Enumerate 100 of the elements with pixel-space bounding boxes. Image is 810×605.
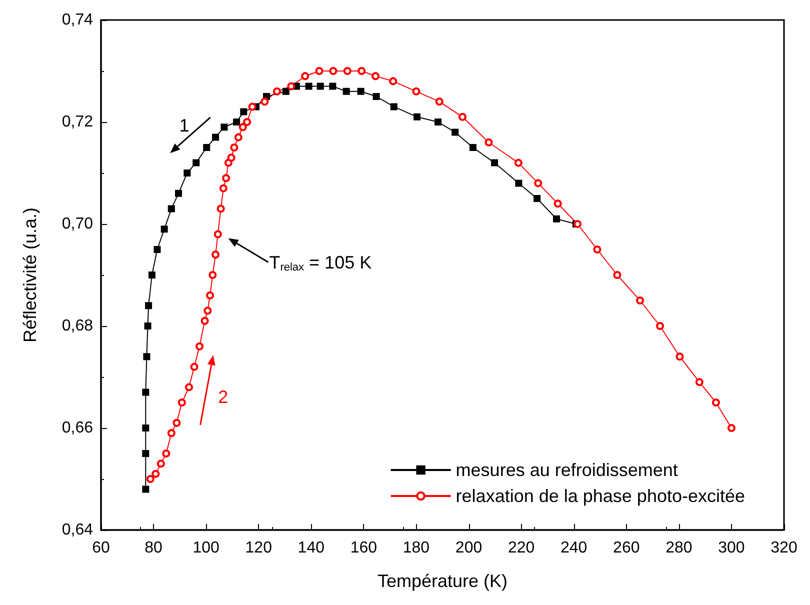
point [143, 353, 150, 360]
point [727, 424, 736, 432]
point [372, 72, 380, 80]
point [154, 246, 161, 253]
point [162, 450, 170, 458]
x-tick-label: 300 [718, 540, 745, 556]
point [491, 159, 498, 166]
x-tick-label: 180 [402, 540, 430, 556]
point [358, 67, 366, 75]
point [434, 118, 442, 126]
point [469, 144, 476, 151]
point [412, 87, 420, 96]
point [216, 204, 225, 213]
x-axis-title: Température (K) [377, 571, 508, 591]
point [636, 296, 644, 304]
y-tick-label: 0,70 [62, 216, 94, 232]
point [452, 128, 459, 136]
point [712, 398, 720, 406]
point [260, 98, 269, 106]
point [389, 77, 398, 86]
point [676, 352, 684, 361]
y-tick-label: 0,72 [62, 114, 94, 130]
point [142, 486, 150, 493]
point [206, 291, 214, 300]
point [248, 102, 256, 111]
x-tick-label: 140 [298, 540, 325, 556]
point [343, 67, 352, 75]
y-tick-label: 0,64 [62, 522, 94, 538]
point [390, 103, 398, 110]
x-tick-label: 200 [455, 540, 482, 556]
point [593, 246, 602, 254]
point [220, 124, 228, 131]
point [146, 475, 154, 483]
point [240, 108, 248, 116]
point [553, 215, 560, 222]
point [185, 383, 193, 392]
legend-label: mesures au refroidissement [456, 460, 678, 480]
annotation: 2 [218, 387, 228, 408]
point [208, 271, 217, 279]
point [316, 82, 324, 90]
legend-label: relaxation de la phase photo-excitée [456, 486, 746, 506]
point [192, 159, 200, 166]
point [372, 93, 380, 100]
x-tick-label: 120 [245, 540, 272, 556]
point [167, 429, 176, 438]
point [174, 190, 182, 197]
point [204, 306, 212, 315]
point [227, 154, 236, 162]
y-tick-label: 0,66 [62, 420, 94, 436]
x-tick-label: 260 [613, 540, 640, 556]
point [200, 316, 209, 325]
point [514, 158, 522, 167]
point [145, 302, 152, 310]
point [203, 144, 210, 151]
point [656, 322, 664, 330]
y-axis-title: Réflectivité (u.a.) [20, 207, 40, 343]
point [329, 82, 336, 90]
point [219, 184, 228, 192]
point [574, 220, 582, 228]
annotation: 1 [179, 115, 190, 136]
point [142, 424, 150, 432]
x-tick-label: 280 [666, 540, 692, 556]
point [144, 322, 152, 330]
point [435, 98, 444, 106]
x-tick-label: 320 [770, 540, 798, 556]
point [305, 82, 312, 90]
x-tick-label: 80 [144, 540, 163, 556]
point [184, 170, 191, 176]
point [414, 113, 421, 120]
point [233, 118, 240, 126]
point [234, 133, 242, 142]
point [212, 134, 220, 141]
point [282, 88, 290, 95]
point [273, 87, 282, 96]
point [196, 342, 204, 350]
x-tick-label: 100 [192, 540, 220, 556]
point [230, 144, 238, 152]
x-tick-label: 240 [560, 540, 588, 556]
y-tick-label: 0,68 [62, 318, 94, 334]
point [148, 272, 156, 278]
point [315, 67, 324, 75]
point [190, 362, 198, 371]
point [178, 398, 186, 406]
point [554, 200, 562, 208]
point [224, 158, 232, 167]
point [156, 460, 165, 468]
point [613, 271, 622, 279]
x-tick-label: 160 [350, 540, 378, 556]
point [342, 88, 350, 95]
point [484, 138, 493, 146]
point [238, 123, 247, 132]
point [287, 82, 296, 90]
point [168, 205, 175, 212]
point [357, 88, 364, 95]
x-tick-label: 60 [92, 540, 110, 556]
point [329, 67, 338, 75]
point [142, 450, 150, 457]
point [458, 112, 466, 121]
point [212, 250, 220, 259]
point [534, 179, 542, 188]
